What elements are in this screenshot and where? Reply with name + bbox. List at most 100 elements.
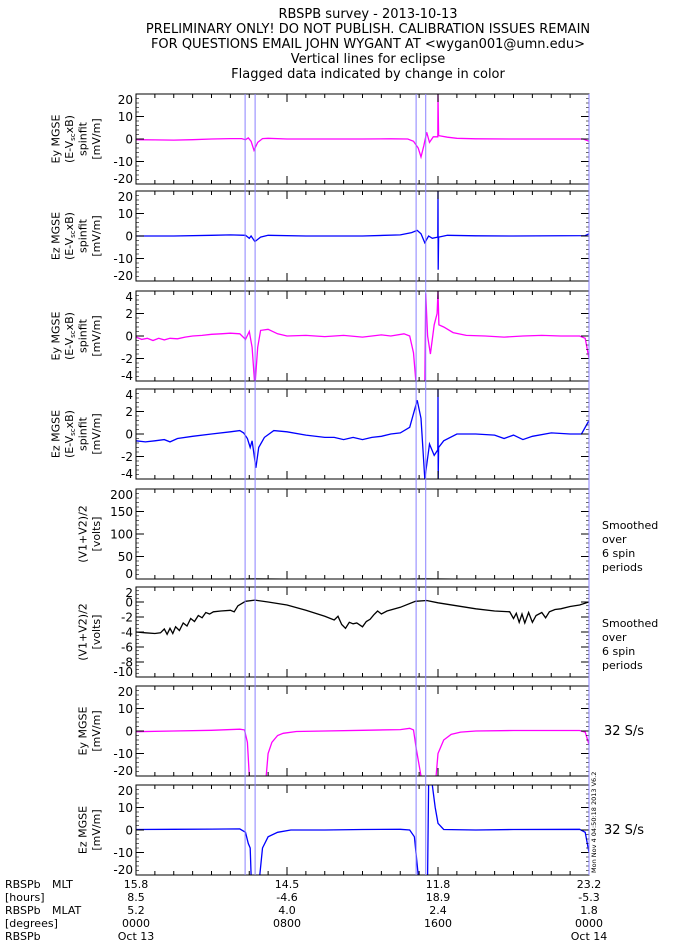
y-tick-label: 4 <box>125 290 133 304</box>
y-tick-label: 100 <box>110 528 133 542</box>
title-line: RBSPB survey - 2013-10-13 <box>278 7 457 22</box>
y-tick-label: 20 <box>118 784 133 798</box>
y-tick-label: 10 <box>118 801 133 815</box>
series-line <box>136 291 589 381</box>
y-tick-label: 20 <box>118 685 133 699</box>
y-axis-label: Ez MGSE <box>50 212 63 260</box>
y-axis-label: [mV/m] <box>90 413 103 454</box>
x-tick-label: -5.3 <box>578 891 599 904</box>
y-axis-label: (V1+V2)/2 <box>77 505 90 563</box>
x-axis-row-label: RBSPb <box>5 878 41 891</box>
y-tick-label: 0 <box>125 824 133 838</box>
series-line <box>136 785 589 875</box>
y-axis-label: (V1+V2)/2 <box>77 603 90 661</box>
y-tick-label: 0 <box>125 725 133 739</box>
label-part: (E-V <box>63 140 76 163</box>
y-tick-label: -20 <box>113 269 133 283</box>
y-tick-label: 0 <box>125 596 133 610</box>
panel-annotation: Smoothed <box>602 617 658 630</box>
y-axis-label: [mV/m] <box>90 809 103 850</box>
y-tick-label: -2 <box>121 352 133 366</box>
x-tick-label: 15.8 <box>124 878 149 891</box>
label-part: xB) <box>63 212 76 230</box>
y-tick-label: -10 <box>113 846 133 860</box>
title-line: Flagged data indicated by change in colo… <box>231 67 505 82</box>
x-tick-label: 18.9 <box>426 891 451 904</box>
label-part: xB) <box>63 115 76 133</box>
panel-6: 20-2-4-6-8-10 (V1+V2)/2 [volts] Smoothedove… <box>77 586 659 679</box>
y-axis-label: Ey MGSE <box>77 706 90 755</box>
y-tick-label: 10 <box>118 207 133 221</box>
x-tick-label: 1600 <box>424 917 452 930</box>
y-tick-label: -10 <box>113 665 133 679</box>
x-axis-row-label: MLAT <box>52 904 82 917</box>
label-part: (E-V <box>63 237 76 260</box>
panel-annotation: 32 S/s <box>604 724 644 739</box>
y-tick-label: -10 <box>113 252 133 266</box>
y-tick-label: 0 <box>125 428 133 442</box>
x-tick-label: 2.4 <box>429 904 447 917</box>
panel-frame <box>135 488 590 580</box>
y-tick-label: 0 <box>125 133 133 147</box>
y-tick-label: 10 <box>118 110 133 124</box>
y-tick-label: 20 <box>118 93 133 107</box>
y-axis-label: (E-VscxB) <box>63 212 77 260</box>
panel-frame <box>135 586 590 678</box>
x-axis-row-label: RBSPb <box>5 904 41 917</box>
x-axis-row-label: RBSPb <box>5 930 41 943</box>
label-subscript: sc <box>69 133 77 141</box>
y-axis-label: [mV/m] <box>90 215 103 256</box>
x-tick-label: 14.5 <box>275 878 300 891</box>
panel-annotation: over <box>602 533 627 546</box>
y-axis-label: [mV/m] <box>90 118 103 159</box>
y-axis-label: [volts] <box>90 517 103 552</box>
panel-3: 4 2 0 -2 -4 Ey MGSE (E-VscxB) spinfit [mV/m] <box>50 290 590 383</box>
x-tick-label: 23.2 <box>577 878 602 891</box>
y-axis-label: Ez MGSE <box>77 806 90 854</box>
y-tick-label: -6 <box>121 641 133 655</box>
y-tick-label: -4 <box>121 369 133 383</box>
panel-annotation: 6 spin <box>602 645 635 658</box>
x-tick-label: Oct 13 <box>118 930 155 943</box>
timestamp: Mon Nov 4 04:50:18 2013 V6.2 <box>590 772 598 873</box>
x-tick-label: 4.0 <box>278 904 296 917</box>
y-tick-label: 50 <box>118 550 133 564</box>
y-axis-label: (E-VscxB) <box>63 115 77 163</box>
x-tick-label: 0000 <box>122 917 150 930</box>
y-tick-label: -8 <box>121 656 133 670</box>
panel-5: 200 150 100 50 0 (V1+V2)/2 [volts] Smoothedover… <box>77 488 659 581</box>
label-part: (E-V <box>63 337 76 360</box>
series-line <box>136 389 589 479</box>
series-line <box>136 94 589 160</box>
y-tick-label: -2 <box>121 450 133 464</box>
y-axis-label: [volts] <box>90 615 103 650</box>
y-tick-label: 2 <box>125 307 133 321</box>
panel-annotation: periods <box>602 659 643 672</box>
y-tick-label: 10 <box>118 702 133 716</box>
label-subscript: sc <box>69 428 77 436</box>
y-axis-label: (E-VscxB) <box>63 410 77 458</box>
y-tick-label: 20 <box>118 190 133 204</box>
y-tick-label: -20 <box>113 764 133 778</box>
series-line <box>136 727 589 776</box>
eclipse-lines: Mon Nov 4 04:50:18 2013 V6.2 <box>244 94 598 875</box>
y-axis-label: spinfit <box>77 121 90 156</box>
panel-8: 20 10 0 -10 -20 Ez MGSE [mV/m] 32 S/s <box>77 784 645 877</box>
x-axis-row-label: MLT <box>52 878 73 891</box>
y-tick-label: -10 <box>113 747 133 761</box>
y-axis-label: spinfit <box>77 218 90 253</box>
title-line: PRELIMINARY ONLY! DO NOT PUBLISH. CALIBR… <box>146 22 590 37</box>
y-axis-label: Ey MGSE <box>50 311 63 360</box>
y-tick-label: -4 <box>121 626 133 640</box>
label-subscript: sc <box>69 230 77 238</box>
panel-annotation: periods <box>602 561 643 574</box>
y-axis-label: [mV/m] <box>90 710 103 751</box>
label-subscript: sc <box>69 330 77 338</box>
x-axis-row-label: [degrees] <box>5 917 58 930</box>
y-axis-label: spinfit <box>77 318 90 353</box>
panel-2: 20 10 0 -10 -20 Ez MGSE (E-VscxB) spinfit [mV/m] <box>50 190 590 283</box>
y-tick-label: -2 <box>121 611 133 625</box>
panel-7: 20 10 0 -10 -20 Ey MGSE [mV/m] 32 S/s <box>77 685 645 778</box>
